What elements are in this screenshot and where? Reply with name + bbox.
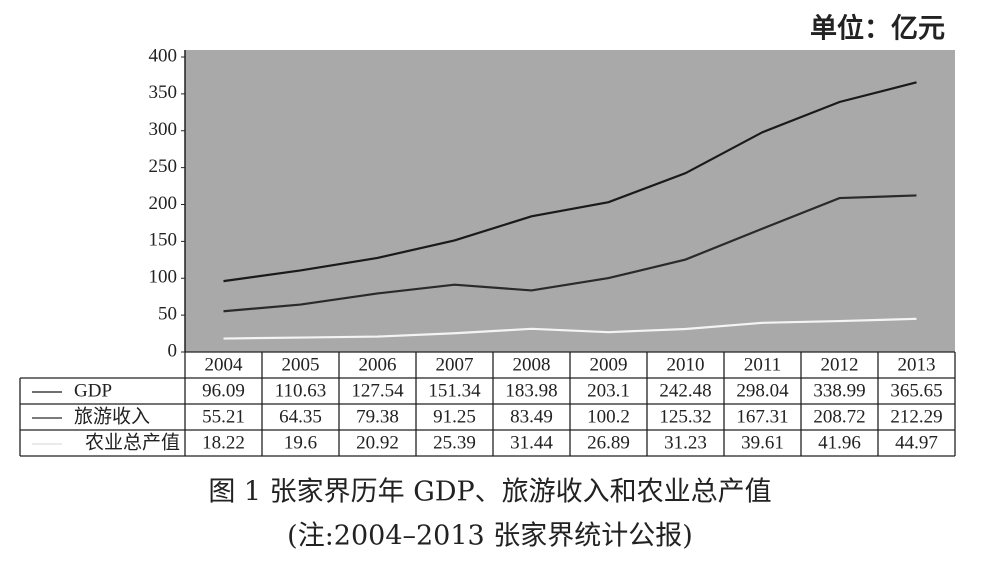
table-value: 212.29	[890, 406, 942, 427]
table-value: 151.34	[428, 380, 481, 401]
x-tick-label: 2008	[513, 354, 551, 375]
table-value: 31.44	[510, 432, 553, 453]
table-value: 91.25	[433, 406, 476, 427]
x-tick-label: 2004	[205, 354, 244, 375]
y-tick-label: 350	[149, 82, 178, 103]
series-line	[223, 194, 917, 313]
table-value: 298.04	[736, 380, 789, 401]
table-value: 167.31	[736, 406, 788, 427]
table-value: 365.65	[890, 380, 942, 401]
x-tick-label: 2011	[744, 354, 781, 375]
y-tick-label: 250	[149, 156, 178, 177]
table-value: 203.1	[587, 380, 630, 401]
table-value: 125.32	[659, 406, 711, 427]
chart-title: 图 1 张家界历年 GDP、旅游收入和农业总产值	[208, 477, 771, 508]
table-value: 110.63	[275, 380, 327, 401]
legend-label: 农业总产值	[85, 431, 180, 453]
table-value: 39.61	[741, 432, 784, 453]
x-tick-label: 2005	[282, 354, 320, 375]
table-value: 127.54	[351, 380, 404, 401]
y-tick-label: 400	[149, 45, 178, 66]
table-value: 79.38	[356, 406, 399, 427]
series-line	[223, 317, 917, 340]
legend-label: 旅游收入	[74, 405, 150, 427]
y-tick-label: 100	[149, 267, 178, 288]
series-line	[223, 81, 917, 283]
table-value: 25.39	[433, 432, 476, 453]
table-value: 44.97	[895, 432, 938, 453]
x-tick-label: 2010	[667, 354, 705, 375]
y-tick-label: 0	[168, 340, 178, 361]
table-value: 83.49	[510, 406, 553, 427]
table-value: 64.35	[279, 406, 322, 427]
table-value: 18.22	[202, 432, 245, 453]
plot-background	[185, 50, 955, 352]
table-value: 19.6	[284, 432, 317, 453]
table-value: 96.09	[202, 380, 245, 401]
x-tick-label: 2007	[436, 354, 474, 375]
legend-label: GDP	[74, 380, 112, 401]
table-value: 100.2	[587, 406, 630, 427]
table-value: 183.98	[505, 380, 557, 401]
y-tick-label: 150	[149, 230, 178, 251]
x-tick-label: 2013	[898, 354, 936, 375]
table-value: 26.89	[587, 432, 630, 453]
x-tick-label: 2006	[359, 354, 397, 375]
table-value: 208.72	[813, 406, 865, 427]
x-tick-label: 2009	[590, 354, 628, 375]
x-tick-label: 2012	[821, 354, 859, 375]
table-value: 41.96	[818, 432, 861, 453]
y-tick-label: 50	[158, 303, 177, 324]
table-value: 20.92	[356, 432, 399, 453]
unit-label: 单位：亿元	[810, 13, 945, 45]
y-tick-label: 300	[149, 119, 178, 140]
table-value: 338.99	[813, 380, 865, 401]
y-tick-label: 200	[149, 193, 178, 214]
table-value: 55.21	[202, 406, 245, 427]
table-value: 242.48	[659, 380, 711, 401]
chart-note: (注:2004–2013 张家界统计公报)	[287, 521, 693, 552]
table-value: 31.23	[664, 432, 707, 453]
